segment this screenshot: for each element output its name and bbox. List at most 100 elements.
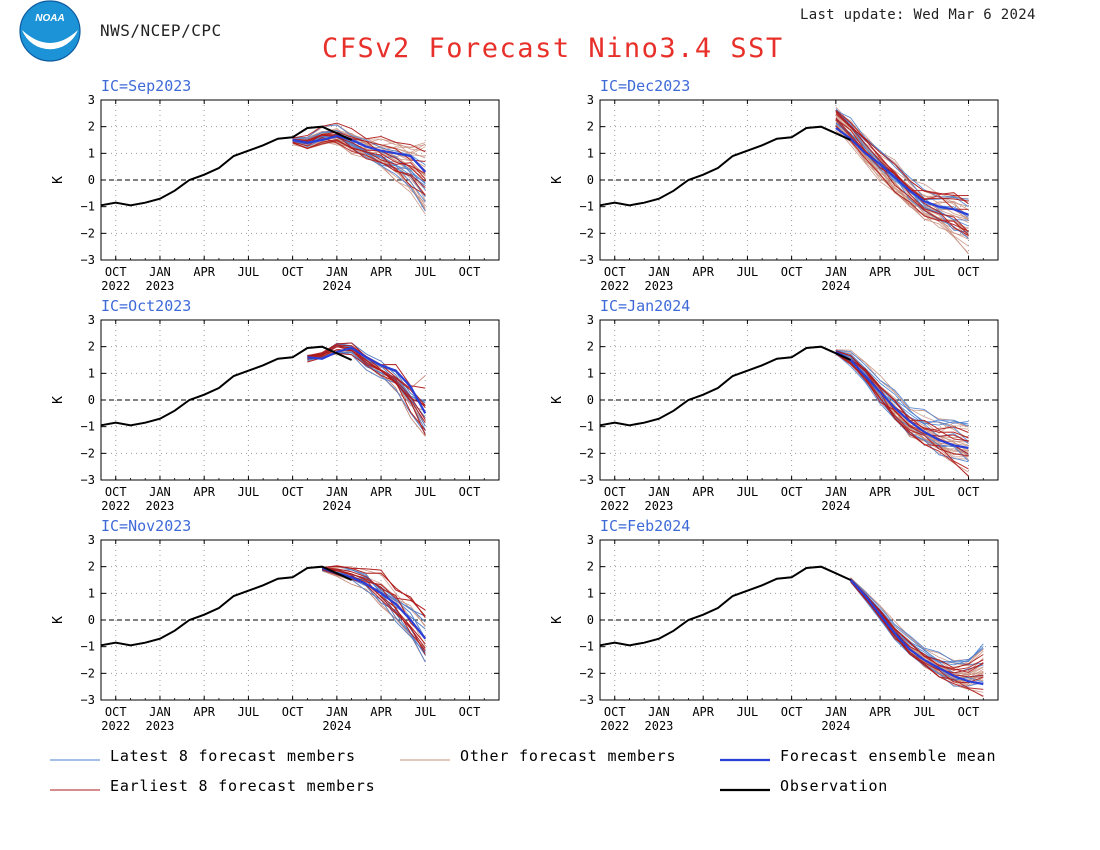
x-tick-label: APR [370,485,392,499]
panel-ic-label: IC=Oct2023 [101,297,191,315]
x-tick-label: APR [869,485,891,499]
x-tick-label: JAN [326,265,348,279]
observation-line [100,565,353,647]
x-tick-year-label: 2024 [821,719,850,733]
observation-line [100,125,353,207]
y-tick-label: 1 [587,366,594,380]
earliest-member-line [322,568,426,655]
forecast-members [292,122,426,215]
x-tick-label: OCT [282,265,304,279]
earliest-member-line [292,140,426,188]
y-axis-label: K [51,176,66,184]
other-member-line [850,579,984,682]
noaa-logo-gull [22,30,78,50]
y-axis-label: K [550,616,565,624]
y-tick-label: 2 [587,560,594,574]
x-tick-label: OCT [958,265,980,279]
y-axis-label: K [550,396,565,404]
earliest-member-line [292,133,426,182]
plot-frame [599,319,999,481]
legend-label-mean: Forecast ensemble mean [780,747,996,765]
x-tick-label: OCT [459,265,481,279]
y-tick-label: 3 [587,533,594,547]
x-tick-year-label: 2024 [322,719,351,733]
ensemble-mean-line [835,127,969,216]
earliest-member-line [322,565,426,617]
x-tick-label: JUL [913,265,935,279]
x-tick-label: JAN [326,705,348,719]
chart-title: CFSv2 Forecast Nino3.4 SST [322,33,784,64]
ensemble-mean-line [292,134,427,173]
earliest-member-line [835,113,969,210]
x-tick-label: OCT [105,705,127,719]
y-tick-label: 3 [587,93,594,107]
panel-ic-label: IC=Feb2024 [600,517,690,535]
earliest-member-line [292,122,426,153]
panel-ic-label: IC=Dec2023 [600,77,690,95]
earliest-member-line [835,111,969,205]
y-tick-label: −3 [81,253,95,267]
x-tick-label: APR [193,265,215,279]
x-tick-label: JAN [149,485,171,499]
earliest-member-line [835,353,969,443]
x-tick-label: JAN [825,265,847,279]
x-tick-label: JUL [737,485,759,499]
y-tick-label: −1 [81,640,95,654]
latest-member-line [835,349,969,427]
earliest-member-line [850,579,984,669]
earliest-member-line [835,351,969,439]
x-tick-label: JAN [149,265,171,279]
noaa-logo-ring [19,0,81,62]
x-tick-label: OCT [459,485,481,499]
noaa-logo-disc [20,1,80,61]
x-tick-label: JAN [648,265,670,279]
latest-member-line [292,124,426,166]
earliest-member-line [835,125,969,236]
x-tick-year-label: 2024 [821,499,850,513]
y-tick-label: 2 [587,120,594,134]
forecast-members [835,106,969,255]
x-tick-label: APR [370,265,392,279]
x-tick-year-label: 2023 [146,279,175,293]
x-tick-label: JUL [238,265,260,279]
x-tick-year-label: 2023 [645,719,674,733]
x-tick-year-label: 2023 [645,499,674,513]
y-tick-label: −3 [81,693,95,707]
y-tick-label: 1 [88,366,95,380]
latest-member-line [850,578,984,662]
latest-member-line [307,351,426,431]
other-member-line [292,124,426,157]
latest-member-line [835,110,969,208]
y-tick-label: 0 [587,393,594,407]
y-tick-label: 1 [88,146,95,160]
plot-frame [100,539,500,701]
y-tick-label: 1 [88,586,95,600]
x-tick-label: JUL [737,705,759,719]
x-tick-label: JUL [414,705,436,719]
other-member-line [835,123,969,254]
ensemble-mean-line [307,346,427,414]
observation-line [599,565,852,647]
x-tick-year-label: 2022 [600,279,629,293]
earliest-member-line [307,349,426,406]
y-tick-label: 3 [587,313,594,327]
x-tick-label: JAN [825,485,847,499]
x-tick-year-label: 2023 [146,499,175,513]
earliest-member-line [835,117,969,232]
x-tick-label: APR [869,705,891,719]
y-tick-label: −3 [580,693,594,707]
other-member-line [321,569,426,651]
y-tick-label: −2 [580,446,594,460]
observation-line [100,345,353,427]
x-tick-label: OCT [282,705,304,719]
earliest-member-line [321,569,426,651]
latest-member-line [835,349,969,443]
y-tick-label: 3 [88,93,95,107]
x-tick-label: OCT [604,265,626,279]
forecast-members [835,349,969,478]
x-tick-label: APR [370,705,392,719]
